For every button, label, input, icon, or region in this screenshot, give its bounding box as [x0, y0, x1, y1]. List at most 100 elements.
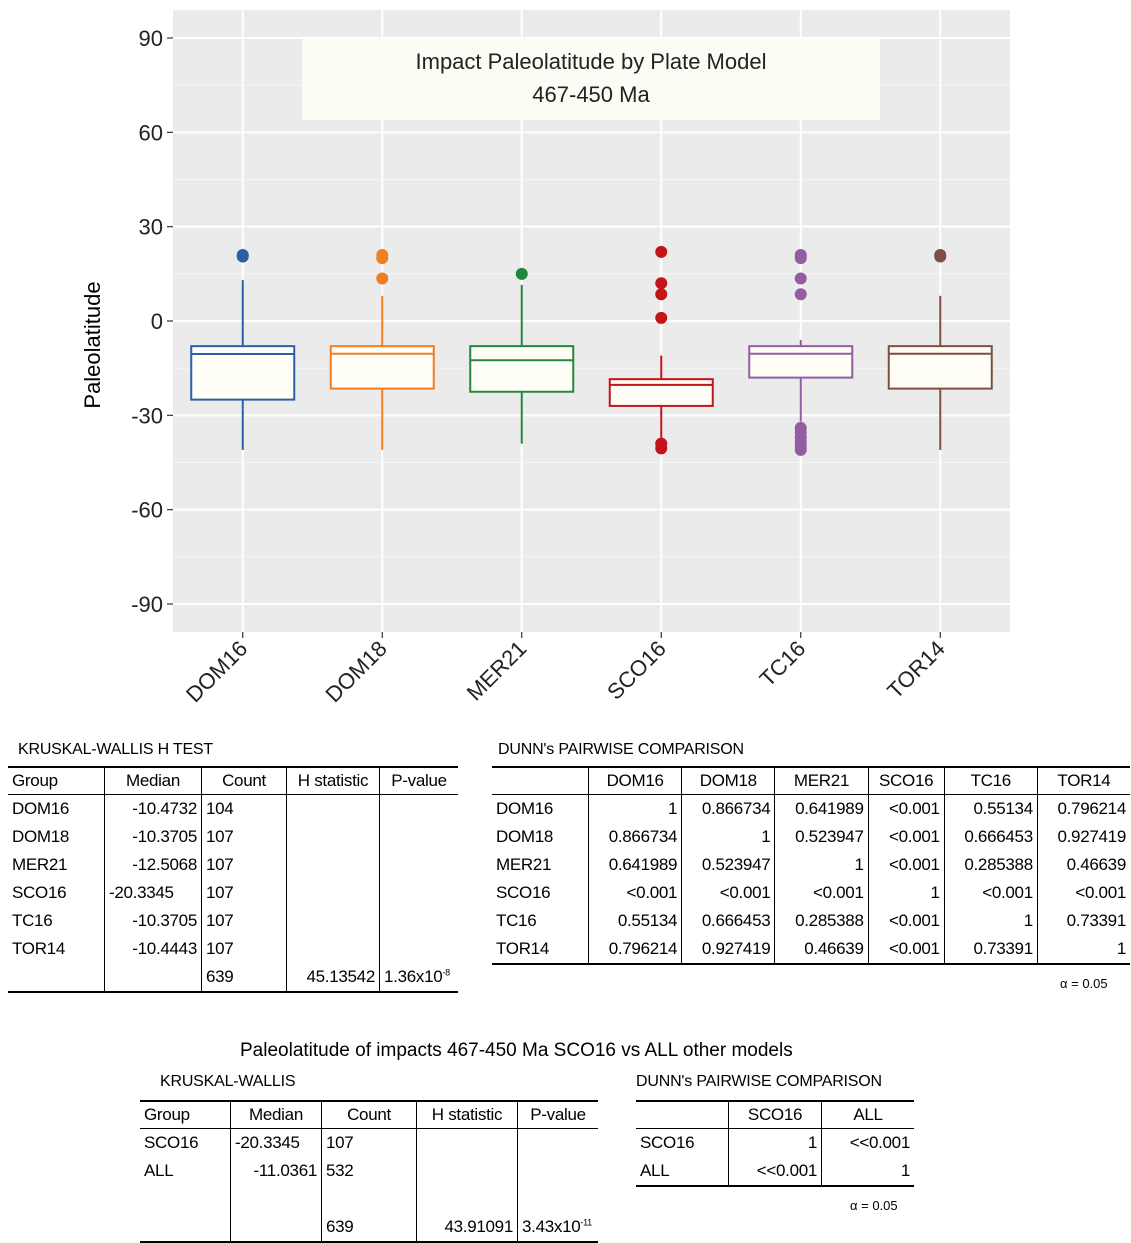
- dunn2-alpha: α = 0.05: [850, 1198, 898, 1213]
- median-cell: -10.4732: [104, 794, 202, 823]
- table-row: MER21 0.641989 0.523947 1 <0.001 0.285388 0.46…: [492, 851, 1130, 879]
- p-cell: 1: [821, 1157, 914, 1186]
- p-cell: [379, 879, 458, 907]
- header-dom18: DOM18: [681, 767, 775, 795]
- group-cell: SCO16: [12, 883, 67, 902]
- y-tick-label: 0: [151, 309, 163, 334]
- table-row: SCO16 1 <<0.001: [636, 1128, 914, 1157]
- p-cell: 0.927419: [1036, 823, 1130, 851]
- group-cell: [8, 963, 105, 992]
- p-cell: 0.666453: [943, 823, 1038, 851]
- dunn-pairwise-table-2: SCO16 ALL SCO16 1 <<0.001 ALL <<0.001 1: [636, 1100, 914, 1187]
- p-cell: <0.001: [867, 823, 945, 851]
- header-count: Count: [201, 767, 287, 795]
- box-mer21: [469, 345, 575, 393]
- boxplot-chart: 90 60 30 0 -30 -60 -90 Paleolatitude DOM16 DOM18 M…: [80, 10, 1010, 707]
- x-tick-label: SCO16: [602, 636, 671, 705]
- outlier-point: [655, 288, 668, 301]
- outlier-point: [794, 288, 807, 301]
- count-cell: 532: [321, 1157, 417, 1185]
- h-cell: [416, 1128, 518, 1157]
- row-label: ALL: [640, 1161, 670, 1180]
- table-row: DOM16 -10.4732 104: [8, 794, 458, 823]
- table-row: SCO16 -20.3345 107: [140, 1128, 598, 1157]
- p-cell: <0.001: [587, 879, 682, 907]
- row-label: DOM18: [496, 827, 554, 846]
- y-tick-label: 90: [139, 26, 163, 51]
- median-cell: -10.3705: [104, 823, 202, 851]
- p-cell: <0.001: [1036, 879, 1130, 907]
- header-median: Median: [104, 767, 202, 795]
- group-cell: DOM18: [12, 827, 70, 846]
- y-tick-label: -60: [131, 498, 163, 523]
- chart-subtitle: 467-450 Ma: [532, 82, 650, 107]
- count-cell: 107: [201, 935, 287, 963]
- header-group: Group: [12, 771, 58, 790]
- y-tick-label: 60: [139, 120, 163, 145]
- y-axis-label: Paleolatitude: [80, 281, 105, 408]
- outlier-point: [655, 442, 668, 455]
- row-label: TOR14: [496, 939, 549, 958]
- table-total-row: 639 45.13542 1.36x10-8: [8, 963, 458, 992]
- p-cell: [379, 907, 458, 935]
- y-tick-label: -30: [131, 403, 163, 428]
- y-tick-label: -90: [131, 592, 163, 617]
- p-value-exponent: -11: [580, 1217, 592, 1228]
- box-dom16: [190, 345, 296, 401]
- p-cell: [517, 1128, 598, 1157]
- p-cell: 0.55134: [587, 907, 682, 935]
- count-cell: 107: [201, 907, 287, 935]
- median-cell: -20.3345: [104, 879, 202, 907]
- header-sco16: SCO16: [727, 1101, 822, 1129]
- table-row: SCO16 -20.3345 107: [8, 879, 458, 907]
- outlier-point: [655, 245, 668, 258]
- h-cell: [416, 1157, 518, 1185]
- outlier-point: [655, 311, 668, 324]
- table-row: TOR14 0.796214 0.927419 0.46639 <0.001 0.7339…: [492, 935, 1130, 964]
- p-cell: 0.285388: [774, 907, 869, 935]
- table-row: ALL -11.0361 532: [140, 1157, 598, 1185]
- table-row: TOR14 -10.4443 107: [8, 935, 458, 963]
- group-cell: TOR14: [12, 939, 65, 958]
- x-tick-label: TOR14: [882, 636, 950, 704]
- table-row: DOM16 1 0.866734 0.641989 <0.001 0.55134 0.796…: [492, 794, 1130, 823]
- outlier-point: [376, 272, 389, 285]
- p-cell: 0.796214: [1036, 794, 1130, 823]
- h-cell: [286, 879, 380, 907]
- p-cell: 0.927419: [681, 935, 775, 964]
- h-cell: [286, 823, 380, 851]
- p-cell: 0.796214: [587, 935, 682, 964]
- outlier-point: [376, 248, 389, 261]
- header-p-value: P-value: [517, 1101, 598, 1129]
- median-cell: -20.3345: [230, 1128, 322, 1157]
- count-cell: 104: [201, 794, 287, 823]
- p-cell: [517, 1185, 598, 1213]
- outlier-point: [515, 267, 528, 280]
- p-cell: <0.001: [867, 794, 945, 823]
- header-h-statistic: H statistic: [286, 767, 380, 795]
- header-h-statistic: H statistic: [416, 1101, 518, 1129]
- row-label: TC16: [496, 911, 537, 930]
- p-cell: 0.523947: [774, 823, 869, 851]
- y-tick-label: 30: [139, 215, 163, 240]
- p-cell: 1: [587, 794, 682, 823]
- p-cell: <<0.001: [821, 1128, 914, 1157]
- box-tc16: [748, 345, 854, 379]
- p-cell: <0.001: [943, 879, 1038, 907]
- group-cell: TC16: [12, 911, 53, 930]
- median-cell: [104, 963, 202, 992]
- p-value-exponent: -8: [442, 967, 450, 978]
- count-total-cell: 639: [321, 1213, 417, 1242]
- h-cell: [286, 935, 380, 963]
- p-cell: 0.866734: [681, 794, 775, 823]
- p-cell: 1: [943, 907, 1038, 935]
- header-all: ALL: [821, 1101, 914, 1129]
- group-cell: DOM16: [12, 799, 70, 818]
- header-p-value: P-value: [379, 767, 458, 795]
- h-cell: [416, 1185, 518, 1213]
- median-cell: -10.3705: [104, 907, 202, 935]
- count-cell: 107: [201, 879, 287, 907]
- header-mer21: MER21: [774, 767, 869, 795]
- header-blank: [636, 1101, 729, 1129]
- outlier-point: [794, 252, 807, 265]
